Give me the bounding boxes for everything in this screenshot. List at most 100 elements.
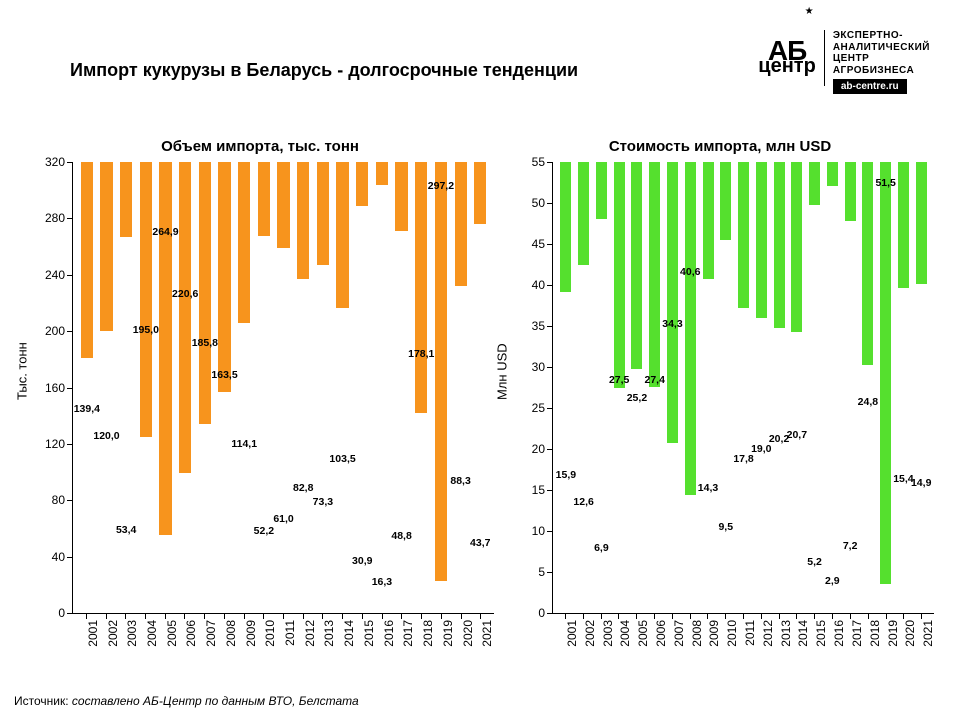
bar-slot: 15,9: [557, 162, 575, 613]
bar: [596, 162, 607, 219]
logo-star: ★: [805, 8, 814, 17]
bar: [317, 162, 329, 265]
x-tick-slot: 2006: [175, 614, 195, 670]
y-tick-label: 10: [532, 524, 553, 538]
bar: [376, 162, 388, 185]
bar-slot: 27,5: [610, 162, 628, 613]
bar: [649, 162, 660, 387]
bar-value-label: 52,2: [254, 525, 274, 537]
bar-slot: 34,3: [664, 162, 682, 613]
x-tick-mark: [362, 614, 363, 619]
y-tick-label: 80: [52, 493, 73, 507]
x-tick-mark: [461, 614, 462, 619]
x-tick-slot: 2021: [912, 614, 930, 670]
x-tick-slot: 2004: [135, 614, 155, 670]
y-tick-label: 160: [45, 381, 73, 395]
bar-slot: 2,9: [823, 162, 841, 613]
bar-slot: 61,0: [274, 162, 294, 613]
x-tick-slot: 2010: [716, 614, 734, 670]
y-tick-label: 40: [52, 550, 73, 564]
bar-value-label: 24,8: [858, 396, 878, 408]
x-tick-mark: [903, 614, 904, 619]
x-tick-slot: 2016: [372, 614, 392, 670]
x-tick-slot: 2015: [352, 614, 372, 670]
x-tick-mark: [636, 614, 637, 619]
source-prefix: Источник:: [14, 694, 72, 708]
x-tick-slot: 2011: [734, 614, 752, 670]
bar: [218, 162, 230, 392]
charts: Объем импорта, тыс. тонн Тыс. тонн 139,4…: [20, 130, 940, 670]
x-tick-slot: 2008: [214, 614, 234, 670]
x-tick-mark: [322, 614, 323, 619]
bar: [827, 162, 838, 186]
bar: [845, 162, 856, 221]
logo-block: ★ АБ центр ЭКСПЕРТНО-АНАЛИТИЧЕСКИЙЦЕНТРА…: [758, 30, 930, 94]
x-tick-slot: 2005: [627, 614, 645, 670]
bar: [395, 162, 407, 231]
value-bars: 15,912,66,927,525,227,434,340,614,39,517…: [553, 162, 934, 613]
x-tick-mark: [244, 614, 245, 619]
x-tick-mark: [601, 614, 602, 619]
bar: [199, 162, 211, 424]
bar-slot: 16,3: [372, 162, 392, 613]
bar: [277, 162, 289, 248]
source-note: Источник: составлено АБ-Центр по данным …: [14, 694, 359, 708]
bar: [631, 162, 642, 369]
main-title: Импорт кукурузы в Беларусь - долгосрочны…: [70, 60, 578, 81]
bar-slot: 15,4: [895, 162, 913, 613]
bar-value-label: 12,6: [573, 496, 593, 508]
bar-slot: 43,7: [470, 162, 490, 613]
x-tick-mark: [145, 614, 146, 619]
y-tick-label: 50: [532, 196, 553, 210]
bar: [774, 162, 785, 328]
y-tick-label: 35: [532, 319, 553, 333]
bar-slot: 52,2: [254, 162, 274, 613]
x-tick-slot: 2003: [115, 614, 135, 670]
bar-slot: 7,2: [841, 162, 859, 613]
x-tick-slot: 2008: [681, 614, 699, 670]
bar-value-label: 88,3: [450, 475, 470, 487]
bar-slot: 17,8: [735, 162, 753, 613]
y-tick-label: 5: [538, 565, 553, 579]
bar: [455, 162, 467, 286]
y-tick-label: 20: [532, 442, 553, 456]
bar-value-label: 16,3: [372, 576, 392, 588]
bar-value-label: 25,2: [627, 392, 647, 404]
bar-slot: 73,3: [313, 162, 333, 613]
bar: [435, 162, 447, 581]
x-tick-mark: [832, 614, 833, 619]
x-tick-slot: 2009: [234, 614, 254, 670]
value-plot: 15,912,66,927,525,227,434,340,614,39,517…: [552, 162, 934, 614]
value-title: Стоимость импорта, млн USD: [500, 138, 940, 155]
bar: [140, 162, 152, 437]
bar-slot: 24,8: [859, 162, 877, 613]
bar: [179, 162, 191, 473]
bar: [898, 162, 909, 288]
bar-value-label: 51,5: [875, 177, 895, 189]
y-tick-label: 25: [532, 401, 553, 415]
bar-value-label: 27,5: [609, 374, 629, 386]
x-tick-mark: [263, 614, 264, 619]
x-tick-mark: [165, 614, 166, 619]
bar-slot: 53,4: [116, 162, 136, 613]
x-tick-slot: 2019: [877, 614, 895, 670]
x-tick-slot: 2014: [788, 614, 806, 670]
x-tick-slot: 2009: [699, 614, 717, 670]
x-tick-mark: [204, 614, 205, 619]
y-tick-label: 55: [532, 155, 553, 169]
bar-value-label: 14,3: [698, 482, 718, 494]
bar-value-label: 7,2: [843, 540, 858, 552]
y-tick-label: 120: [45, 437, 73, 451]
x-tick-slot: 2020: [451, 614, 471, 670]
x-tick-slot: 2017: [841, 614, 859, 670]
volume-xticks: 2001200220032004200520062007200820092010…: [72, 614, 494, 670]
bar-value-label: 15,9: [556, 469, 576, 481]
bar: [81, 162, 93, 358]
x-tick-mark: [868, 614, 869, 619]
y-tick-label: 15: [532, 483, 553, 497]
bar: [297, 162, 309, 279]
x-tick-mark: [303, 614, 304, 619]
x-tick-slot: 2007: [194, 614, 214, 670]
logo-divider: [824, 30, 825, 86]
x-tick-slot: 2012: [752, 614, 770, 670]
